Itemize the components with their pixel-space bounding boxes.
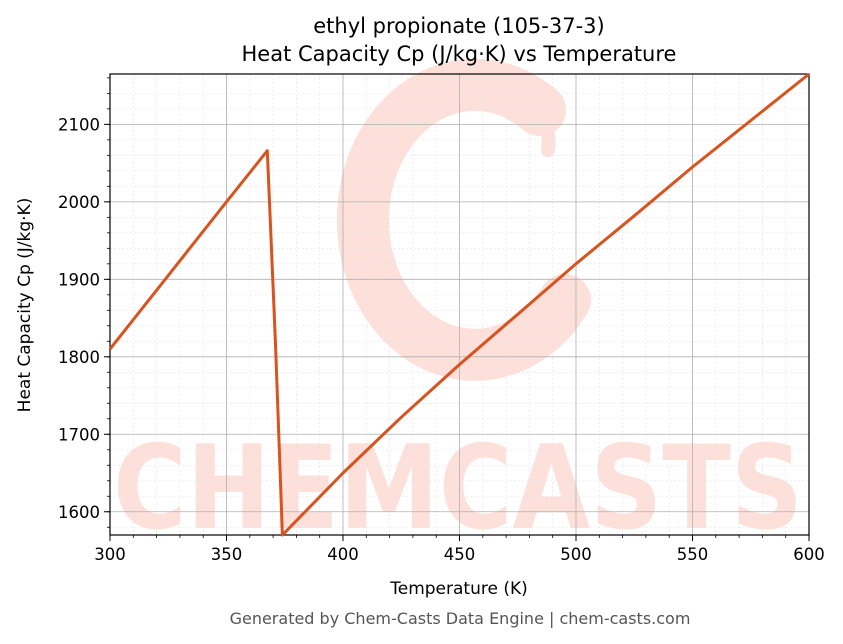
footer-credit: Generated by Chem-Casts Data Engine | ch… (230, 609, 691, 628)
y-tick-label: 1800 (58, 348, 100, 367)
y-axis-label: Heat Capacity Cp (J/kg·K) (15, 198, 35, 413)
x-tick-label: 600 (793, 545, 825, 564)
x-axis-label: Temperature (K) (389, 579, 528, 599)
y-tick-label: 1600 (58, 503, 100, 522)
x-tick-label: 550 (677, 545, 709, 564)
x-tick-label: 450 (444, 545, 476, 564)
series-line-heat-capacity (108, 72, 810, 537)
x-tick-label: 400 (327, 545, 359, 564)
x-tick-label: 300 (94, 545, 126, 564)
x-tick-label: 500 (560, 545, 592, 564)
y-axis: 1600 1700 1800 1900 2000 2100 (58, 77, 110, 528)
watermark-logo-icon (336, 58, 591, 381)
x-axis: 300 350 400 450 500 550 600 (94, 535, 825, 564)
watermark: CHEMCASTS (113, 58, 803, 556)
x-tick-label: 350 (211, 545, 243, 564)
y-tick-label: 1900 (58, 270, 100, 289)
y-tick-label: 1700 (58, 425, 100, 444)
chart-title: ethyl propionate (105-37-3) (313, 14, 604, 38)
y-tick-label: 2100 (58, 115, 100, 134)
chart-subtitle: Heat Capacity Cp (J/kg·K) vs Temperature (242, 42, 677, 66)
y-tick-label: 2000 (58, 193, 100, 212)
watermark-text: CHEMCASTS (113, 421, 803, 556)
